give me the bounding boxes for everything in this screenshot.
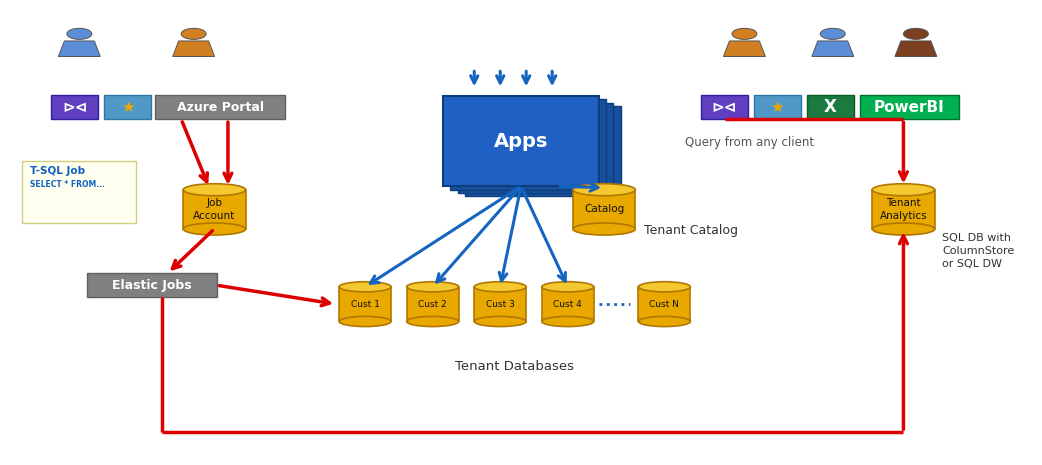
Ellipse shape [339, 316, 391, 326]
FancyBboxPatch shape [450, 100, 606, 190]
Ellipse shape [573, 184, 636, 196]
Circle shape [67, 28, 92, 40]
Bar [406, 287, 458, 321]
Ellipse shape [339, 282, 391, 292]
Ellipse shape [406, 282, 458, 292]
Ellipse shape [542, 282, 594, 292]
FancyBboxPatch shape [104, 95, 151, 119]
Polygon shape [723, 41, 766, 56]
Ellipse shape [406, 316, 458, 326]
Ellipse shape [872, 184, 935, 196]
Text: ★: ★ [121, 100, 134, 115]
FancyBboxPatch shape [807, 95, 853, 119]
Text: ⊳⊲: ⊳⊲ [712, 100, 737, 115]
Circle shape [820, 28, 845, 40]
FancyBboxPatch shape [860, 95, 959, 119]
Bar [872, 190, 935, 229]
FancyBboxPatch shape [465, 106, 621, 196]
Ellipse shape [183, 184, 246, 196]
Text: Tenant Catalog: Tenant Catalog [644, 224, 738, 237]
Text: ⊳⊲: ⊳⊲ [61, 100, 88, 115]
Text: Cust 2: Cust 2 [418, 299, 447, 309]
Text: PowerBI: PowerBI [874, 100, 944, 115]
Circle shape [903, 28, 928, 40]
Ellipse shape [542, 316, 594, 326]
FancyBboxPatch shape [457, 103, 614, 193]
Text: Cust 4: Cust 4 [553, 299, 582, 309]
Text: SQL DB with
ColumnStore
or SQL DW: SQL DB with ColumnStore or SQL DW [942, 232, 1014, 269]
FancyBboxPatch shape [51, 95, 98, 119]
Ellipse shape [639, 282, 691, 292]
Text: Cust N: Cust N [649, 299, 679, 309]
Bar [339, 287, 391, 321]
Text: Elastic Jobs: Elastic Jobs [111, 279, 192, 292]
FancyBboxPatch shape [701, 95, 747, 119]
Polygon shape [895, 41, 937, 56]
Text: Tenant Databases: Tenant Databases [455, 359, 574, 372]
FancyBboxPatch shape [86, 273, 217, 297]
Polygon shape [58, 41, 100, 56]
FancyBboxPatch shape [443, 96, 599, 186]
Polygon shape [173, 41, 215, 56]
Bar [183, 190, 246, 229]
Circle shape [181, 28, 206, 40]
Text: SELECT * FROM...: SELECT * FROM... [30, 180, 105, 189]
Circle shape [731, 28, 756, 40]
Text: Catalog: Catalog [584, 205, 624, 214]
Text: Apps: Apps [494, 132, 548, 151]
FancyBboxPatch shape [753, 95, 800, 119]
Ellipse shape [183, 223, 246, 235]
Ellipse shape [474, 316, 526, 326]
Ellipse shape [474, 282, 526, 292]
Text: Job
Account: Job Account [194, 198, 235, 220]
Text: ★: ★ [770, 100, 784, 115]
Bar [639, 287, 691, 321]
Text: Cust 3: Cust 3 [486, 299, 515, 309]
Text: Azure Portal: Azure Portal [177, 101, 264, 114]
FancyBboxPatch shape [22, 161, 137, 223]
Ellipse shape [573, 223, 636, 235]
Text: X: X [824, 98, 837, 116]
FancyBboxPatch shape [155, 95, 286, 119]
Text: T-SQL Job: T-SQL Job [30, 166, 85, 176]
Ellipse shape [872, 223, 935, 235]
Bar [474, 287, 526, 321]
Text: Cust 1: Cust 1 [351, 299, 379, 309]
Bar [573, 190, 636, 229]
Polygon shape [812, 41, 853, 56]
Text: Query from any client: Query from any client [686, 136, 814, 149]
Bar [542, 287, 594, 321]
Text: Tenant
Analytics: Tenant Analytics [879, 198, 927, 220]
Ellipse shape [639, 316, 691, 326]
